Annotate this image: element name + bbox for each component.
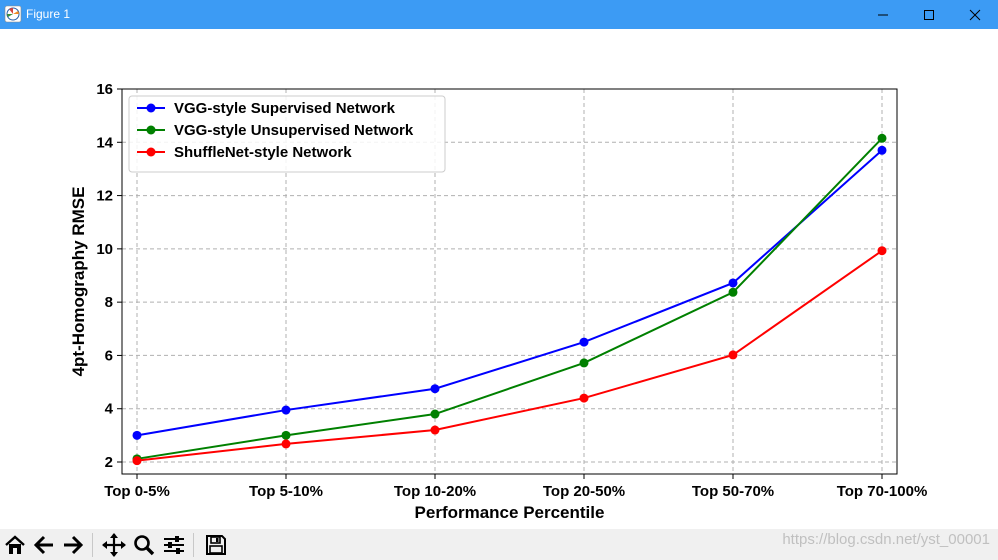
legend-box xyxy=(128,95,446,173)
maximize-icon xyxy=(924,9,934,20)
watermark-text: https://blog.csdn.net/yst_00001 xyxy=(782,531,990,548)
y-tick-label: 2 xyxy=(105,454,113,471)
minimize-icon xyxy=(878,14,888,15)
series-line xyxy=(136,149,883,437)
zoom-button[interactable] xyxy=(131,531,157,559)
x-tick-label: Top 20-50% xyxy=(543,483,625,500)
close-icon xyxy=(969,9,981,20)
toolbar-separator xyxy=(193,533,194,557)
legend-item: VGG-style Unsupervised Network xyxy=(137,122,414,139)
forward-button[interactable] xyxy=(60,531,86,559)
axes-frame xyxy=(121,88,898,475)
maximize-button[interactable] xyxy=(906,0,952,29)
save-icon xyxy=(206,535,226,555)
data-point xyxy=(728,287,738,297)
data-point xyxy=(579,337,589,347)
pan-button[interactable] xyxy=(101,531,127,559)
legend-label: ShuffleNet-style Network xyxy=(174,144,352,161)
data-point xyxy=(728,278,738,288)
axis-ticks: Top 0-5% Top 5-10% Top 10-20% Top 20-50% Top… xyxy=(96,81,927,500)
data-point xyxy=(728,350,738,360)
window-titlebar: Figure 1 xyxy=(0,0,998,29)
data-point xyxy=(430,409,440,419)
y-axis-label: 4pt-Homography RMSE xyxy=(69,187,88,377)
data-point xyxy=(877,133,887,143)
series-1 xyxy=(132,145,887,440)
series-layer xyxy=(132,133,887,466)
y-tick-label: 12 xyxy=(96,188,113,205)
data-point xyxy=(579,393,589,403)
data-point xyxy=(132,456,142,466)
data-point xyxy=(430,384,440,394)
window-title: Figure 1 xyxy=(26,7,71,21)
series-2 xyxy=(132,133,887,464)
home-button[interactable] xyxy=(2,531,28,559)
back-arrow-icon xyxy=(33,535,53,555)
series-3 xyxy=(132,246,887,466)
series-line xyxy=(136,249,883,462)
toolbar-separator xyxy=(92,533,93,557)
back-button[interactable] xyxy=(31,531,57,559)
legend-swatch-marker xyxy=(146,103,156,113)
zoom-icon xyxy=(134,535,155,556)
configure-subplots-icon xyxy=(164,536,184,554)
data-point xyxy=(281,405,291,415)
legend-item: ShuffleNet-style Network xyxy=(137,144,352,161)
legend: VGG-style Supervised Network VGG-style Un… xyxy=(128,95,446,173)
x-tick-label: Top 0-5% xyxy=(104,483,170,500)
y-tick-label: 14 xyxy=(96,134,113,151)
y-tick-label: 10 xyxy=(96,241,113,258)
home-icon xyxy=(5,535,25,554)
series-line xyxy=(136,137,883,460)
data-point xyxy=(430,425,440,435)
x-axis-label: Performance Percentile xyxy=(415,503,605,522)
data-point xyxy=(132,430,142,440)
legend-item: VGG-style Supervised Network xyxy=(137,100,396,117)
minimize-button[interactable] xyxy=(860,0,906,29)
x-tick-label: Top 5-10% xyxy=(249,483,323,500)
y-tick-label: 6 xyxy=(105,347,113,364)
legend-swatch-marker xyxy=(146,147,156,157)
y-tick-label: 16 xyxy=(96,81,113,98)
data-point xyxy=(579,358,589,368)
legend-swatch-marker xyxy=(146,125,156,135)
x-tick-label: Top 70-100% xyxy=(837,483,928,500)
x-tick-label: Top 10-20% xyxy=(394,483,476,500)
legend-label: VGG-style Supervised Network xyxy=(174,100,396,117)
pan-icon xyxy=(102,533,126,557)
legend-label: VGG-style Unsupervised Network xyxy=(174,122,414,139)
data-point xyxy=(877,145,887,155)
matplotlib-logo-icon xyxy=(4,5,22,23)
forward-arrow-icon xyxy=(64,535,84,555)
x-tick-label: Top 50-70% xyxy=(692,483,774,500)
y-tick-label: 8 xyxy=(105,294,113,311)
data-point xyxy=(877,246,887,256)
navigation-toolbar xyxy=(0,529,998,560)
save-button[interactable] xyxy=(203,531,229,559)
data-point xyxy=(281,439,291,449)
configure-subplots-button[interactable] xyxy=(161,531,187,559)
y-tick-label: 4 xyxy=(105,401,114,418)
line-chart: Top 0-5% Top 5-10% Top 10-20% Top 20-50% Top… xyxy=(69,81,927,522)
close-button[interactable] xyxy=(952,0,998,29)
data-point xyxy=(281,430,291,440)
